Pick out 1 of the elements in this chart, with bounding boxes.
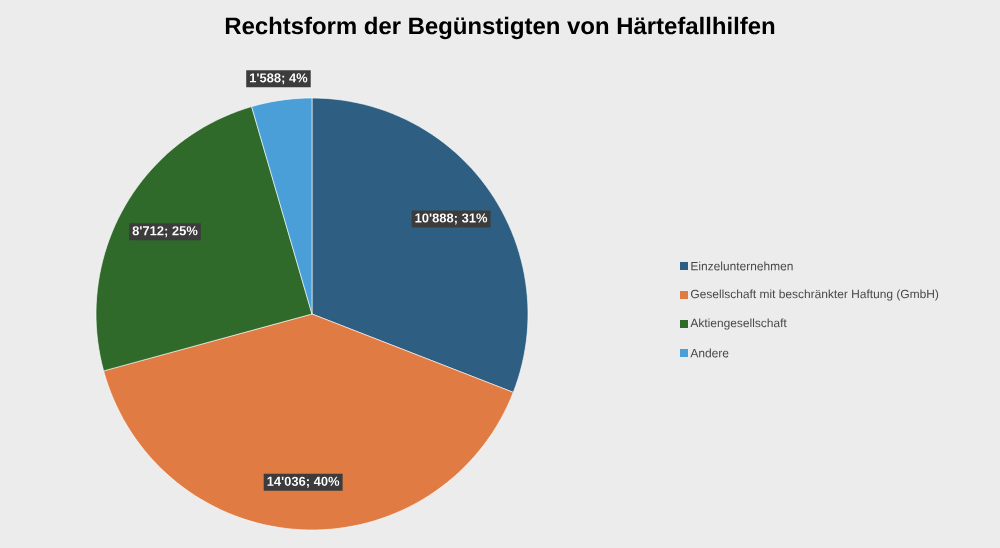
chart-title: Rechtsform der Begünstigten von Härtefallhilfen: [225, 16, 775, 40]
